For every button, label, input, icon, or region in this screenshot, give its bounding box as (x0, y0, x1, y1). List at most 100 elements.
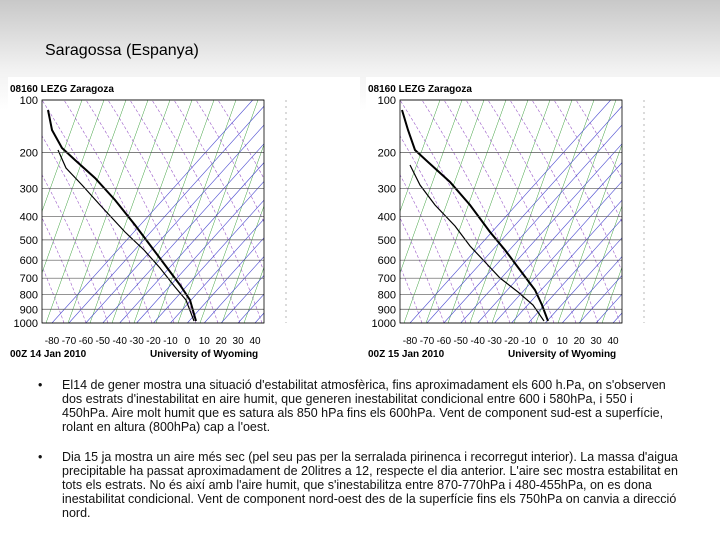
pressure-label: 400 (378, 211, 396, 223)
mixing-line (601, 266, 622, 323)
pressure-label: 300 (378, 183, 396, 195)
temperature-label: -40 (470, 336, 485, 347)
dry-adiabat (400, 265, 423, 323)
temperature-label: -10 (521, 336, 536, 347)
temperature-label: -30 (487, 336, 502, 347)
pressure-label: 200 (378, 147, 396, 159)
pressure-label: 100 (20, 95, 38, 107)
source-label: University of Wyoming (150, 349, 258, 360)
temperature-label: -80 (45, 336, 60, 347)
pressure-label: 1000 (14, 318, 38, 330)
mixing-line (425, 100, 507, 323)
temperature-trace (401, 109, 549, 322)
temperature-label: 10 (557, 336, 569, 347)
skew-t-panel: -80 -70 -60 -50 -40 -30 -20 -10 0 10 20 30 40 100 200 3… (10, 84, 287, 360)
mixing-line (557, 143, 622, 323)
dry-adiabat (400, 217, 445, 323)
temperature-label: -20 (146, 336, 161, 347)
isotherm (477, 162, 622, 323)
dry-adiabat (151, 100, 263, 323)
dry-adiabat (107, 100, 219, 323)
pressure-label: 500 (20, 235, 38, 247)
dry-adiabat (217, 100, 264, 180)
pressure-label: 600 (378, 255, 396, 267)
dry-adiabat (575, 100, 622, 180)
temperature-label: -10 (163, 336, 178, 347)
plot-frame (41, 99, 265, 324)
pressure-label: 500 (378, 235, 396, 247)
mixing-line (535, 100, 617, 323)
temperature-label: 10 (199, 336, 211, 347)
temperature-label: -50 (454, 336, 469, 347)
mixing-line (199, 143, 264, 323)
dry-adiabat (42, 135, 131, 323)
dry-adiabat (400, 174, 467, 323)
dry-adiabat (42, 217, 87, 323)
mixing-line (400, 100, 441, 213)
bullet-text: El14 de gener mostra una situació d'esta… (62, 378, 666, 434)
dry-adiabat (63, 100, 175, 323)
temperature-label: 0 (185, 336, 191, 347)
mixing-line (491, 100, 573, 323)
mixing-line (403, 100, 485, 323)
mixing-line (155, 100, 237, 323)
temperature-label: -20 (504, 336, 519, 347)
pressure-label: 200 (20, 147, 38, 159)
pressure-label: 400 (20, 211, 38, 223)
plot-area (400, 100, 622, 323)
isotherm (170, 218, 264, 323)
pressure-label: 1000 (372, 318, 396, 330)
panel-bg (366, 77, 720, 360)
pressure-label: 600 (20, 255, 38, 267)
temperature-trace (47, 109, 197, 322)
dry-adiabat (509, 100, 621, 323)
slide-title: Saragossa (Espanya) (45, 42, 199, 59)
dewpoint-trace (57, 149, 195, 322)
dry-adiabat (42, 265, 65, 323)
mixing-line (133, 100, 215, 323)
temperature-label: 40 (607, 336, 619, 347)
diagrams: -80 -70 -60 -50 -40 -30 -20 -10 0 10 20 30 401002003… (8, 77, 720, 360)
isotherm (562, 256, 622, 323)
plot-frame (399, 99, 623, 324)
bullet-text: Dia 15 ja mostra un aire més sec (pel se… (62, 450, 678, 520)
station-header: 08160 LEZG Zaragoza (10, 84, 114, 95)
dry-adiabat (443, 100, 555, 323)
bullet-item: • Dia 15 ja mostra un aire més sec (pel s… (38, 450, 678, 520)
temperature-label: 20 (574, 336, 586, 347)
temperature-label: -60 (79, 336, 94, 347)
isotherm (545, 237, 622, 323)
isotherm (85, 124, 264, 323)
mixing-line (243, 266, 264, 323)
mixing-line (579, 205, 622, 323)
pressure-label: 700 (20, 273, 38, 285)
mixing-line (221, 205, 264, 323)
sounding-date: 00Z 14 Jan 2010 (10, 349, 87, 360)
station-header: 08160 LEZG Zaragoza (368, 84, 472, 95)
mixing-line (400, 100, 463, 274)
mixing-line (89, 100, 171, 323)
pressure-label: 700 (378, 273, 396, 285)
mixing-line (513, 100, 595, 323)
pressure-label: 800 (20, 289, 38, 301)
isotherm (220, 274, 264, 323)
mixing-line (67, 100, 149, 323)
panel-bg (8, 77, 360, 360)
sounding-date: 00Z 15 Jan 2010 (368, 349, 445, 360)
temperature-label: -60 (437, 336, 452, 347)
temperature-label: -80 (403, 336, 418, 347)
isotherm (426, 105, 622, 323)
bullet-item: • El14 de gener mostra una situació d'est… (38, 378, 678, 434)
isotherm (153, 199, 264, 323)
isotherm (460, 143, 622, 323)
mixing-line (45, 100, 127, 323)
temperature-label: -30 (129, 336, 144, 347)
plot-area (42, 100, 264, 323)
dry-adiabat (195, 100, 264, 223)
temperature-label: 30 (233, 336, 245, 347)
isotherm (578, 274, 622, 323)
isotherm (204, 256, 264, 323)
isotherm (136, 180, 264, 323)
isotherm (409, 100, 611, 323)
